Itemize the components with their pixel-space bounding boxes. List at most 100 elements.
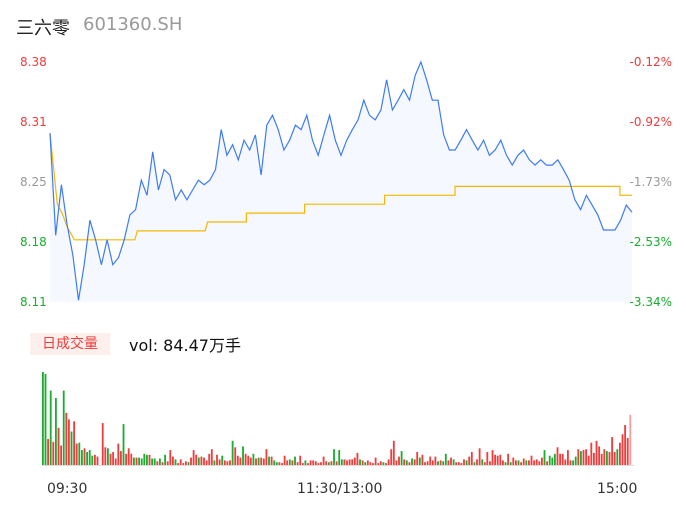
- volume-bar: [366, 460, 369, 466]
- volume-bar: [192, 450, 195, 465]
- volume-bar: [335, 461, 338, 465]
- volume-bar: [411, 458, 413, 465]
- volume-bar: [434, 456, 437, 465]
- y-tick-right: -2.53%: [629, 235, 672, 249]
- volume-bar: [187, 462, 190, 465]
- volume-bar: [270, 456, 273, 465]
- volume-bar: [314, 461, 317, 465]
- volume-bar: [379, 461, 382, 465]
- volume-bar: [133, 457, 135, 465]
- volume-bar: [400, 451, 403, 465]
- volume-bar: [569, 460, 572, 466]
- volume-bar: [600, 453, 603, 465]
- volume-bar: [244, 453, 247, 465]
- volume-bar: [382, 462, 385, 465]
- volume-bar: [239, 457, 242, 465]
- volume-bar: [317, 463, 320, 465]
- volume-bar: [122, 424, 125, 465]
- volume-bar: [548, 455, 551, 465]
- volume-bar: [120, 451, 122, 465]
- volume-bar: [476, 459, 478, 465]
- volume-bar: [216, 454, 218, 465]
- stock-code: 601360.SH: [83, 14, 183, 35]
- volume-bar: [104, 447, 107, 465]
- volume-bar: [249, 457, 252, 465]
- y-tick-right: -3.34%: [629, 295, 672, 309]
- volume-bar: [353, 457, 356, 465]
- volume-bar: [327, 462, 330, 465]
- volume-bar: [517, 460, 520, 466]
- volume-bar: [203, 457, 205, 465]
- volume-bar: [463, 459, 465, 465]
- volume-bar: [68, 419, 70, 465]
- volume-bar: [528, 460, 530, 466]
- volume-bar: [42, 372, 44, 465]
- volume-bar: [83, 448, 86, 465]
- volume-bar: [49, 390, 52, 465]
- volume-bar: [229, 460, 231, 466]
- volume-bar: [348, 459, 351, 465]
- price-area: [50, 62, 632, 302]
- volume-bar: [567, 450, 569, 465]
- volume-bar: [226, 461, 229, 465]
- volume-bar: [390, 449, 393, 465]
- volume-bar: [587, 455, 590, 465]
- volume-bar: [223, 460, 226, 466]
- volume-bar: [218, 459, 221, 465]
- volume-bar: [385, 463, 387, 465]
- volume-bar: [322, 456, 325, 465]
- volume-bar: [395, 460, 398, 466]
- volume-bar: [343, 459, 346, 465]
- volume-bar: [416, 452, 419, 465]
- volume-bar: [398, 456, 400, 465]
- volume-bar: [496, 455, 499, 465]
- volume-bar: [483, 462, 486, 465]
- volume-bar: [494, 454, 497, 465]
- volume-bar: [140, 458, 143, 465]
- volume-bar: [325, 461, 328, 465]
- volume-bar: [55, 398, 57, 465]
- volume-bar: [231, 440, 234, 465]
- volume-bar: [94, 454, 96, 465]
- volume-bar: [356, 452, 359, 465]
- volume-bar: [452, 459, 455, 465]
- volume-bar: [533, 460, 536, 466]
- volume-bar: [159, 458, 161, 465]
- volume-bar: [603, 449, 606, 465]
- volume-bar: [304, 460, 307, 466]
- y-tick-left: 8.11: [20, 295, 47, 309]
- volume-bar: [590, 442, 593, 465]
- volume-bar: [65, 412, 68, 465]
- volume-bar: [621, 434, 624, 465]
- volume-bar: [205, 460, 208, 466]
- volume-bar: [541, 457, 543, 465]
- volume-bar: [473, 462, 476, 465]
- volume-bar: [457, 462, 460, 465]
- volume-bar: [351, 459, 354, 465]
- volume-bar: [320, 462, 322, 465]
- volume-bar: [75, 443, 78, 465]
- volume-bar: [135, 457, 138, 465]
- volume-bar: [114, 458, 117, 465]
- volume-bar: [504, 462, 507, 465]
- volume-bar: [143, 453, 146, 465]
- volume-bar: [530, 455, 533, 465]
- volume-bar: [418, 457, 421, 465]
- volume-bar: [522, 458, 525, 465]
- volume-bar: [265, 449, 268, 465]
- volume-bar: [447, 460, 450, 466]
- volume-bar: [213, 460, 216, 466]
- volume-bar: [96, 456, 99, 465]
- volume-total: vol: 84.47万手: [129, 336, 241, 355]
- volume-bar: [125, 453, 128, 465]
- x-tick: 09:30: [47, 481, 88, 497]
- volume-bar: [387, 459, 390, 465]
- volume-bar: [413, 459, 416, 465]
- y-tick-left: 8.31: [20, 115, 47, 129]
- volume-bar: [626, 438, 629, 465]
- volume-bar: [489, 461, 491, 465]
- volume-bar: [309, 460, 312, 466]
- volume-bar: [512, 457, 515, 465]
- volume-bar: [88, 450, 91, 465]
- volume-bar: [392, 440, 395, 465]
